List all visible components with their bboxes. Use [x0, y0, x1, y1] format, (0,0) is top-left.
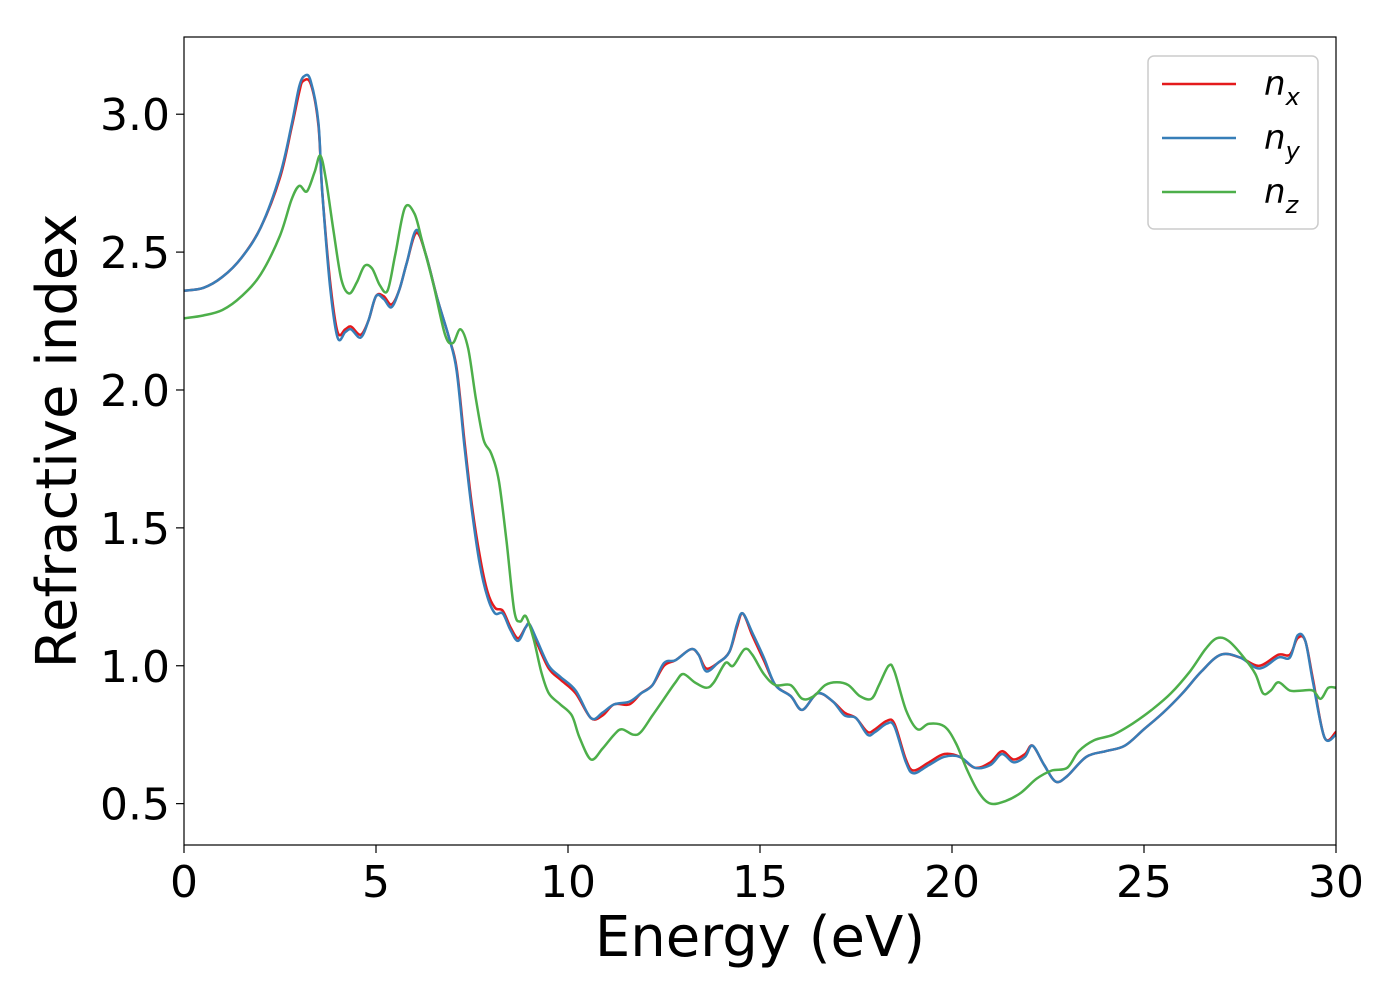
series-layer [183, 73, 1337, 806]
y-tick-label: 0.5 [100, 780, 170, 831]
x-tick-label: 15 [732, 857, 788, 908]
x-tick-label: 10 [540, 857, 596, 908]
x-axis-ticks: 0 5 10 15 20 25 30 [170, 845, 1364, 908]
legend-box [1147, 55, 1319, 230]
x-axis-title: Energy (eV) [595, 905, 925, 970]
x-tick-label: 30 [1308, 857, 1364, 908]
y-tick-label: 2.5 [100, 228, 170, 279]
y-tick-label: 2.0 [100, 366, 170, 417]
x-tick-label: 5 [362, 857, 390, 908]
legend-label-nx: nx [1264, 64, 1301, 111]
series-line-ny [183, 73, 1337, 784]
y-tick-label: 1.5 [100, 504, 170, 555]
legend-label-ny: ny [1264, 118, 1301, 165]
legend-label-nz: nz [1264, 172, 1300, 219]
legend-entries: nx ny nz [1162, 64, 1301, 219]
y-axis-title: Refractive index [25, 214, 90, 669]
legend: nx ny nz [1147, 55, 1319, 230]
y-axis-ticks: 0.5 1.0 1.5 2.0 2.5 3.0 [100, 90, 184, 831]
y-tick-label: 3.0 [100, 90, 170, 141]
x-tick-label: 20 [924, 857, 980, 908]
series-line-nz [183, 154, 1337, 806]
y-tick-label: 1.0 [100, 642, 170, 693]
x-tick-label: 0 [170, 857, 198, 908]
x-tick-label: 25 [1116, 857, 1172, 908]
